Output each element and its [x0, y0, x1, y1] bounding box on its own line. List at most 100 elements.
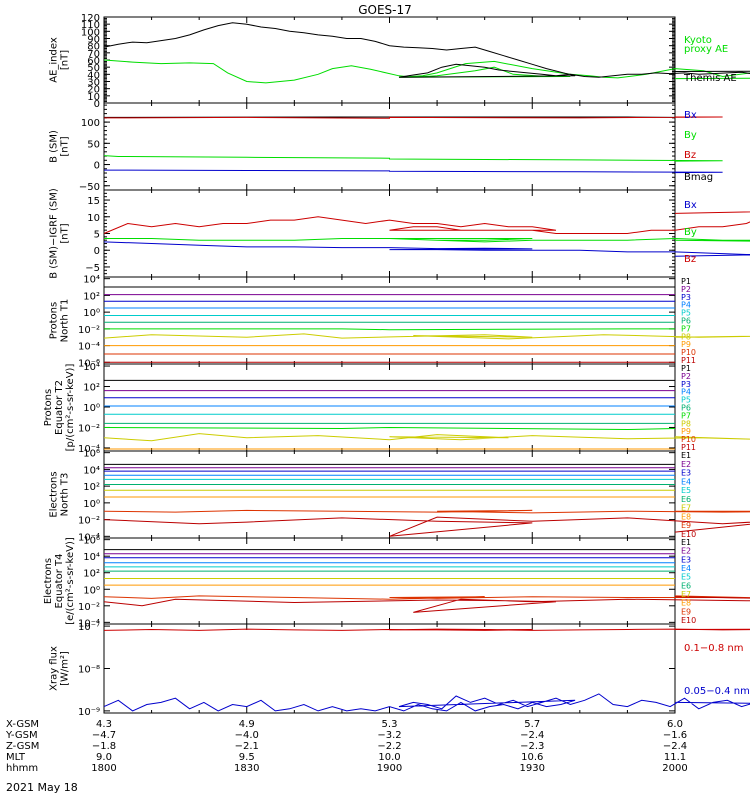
- y-tick-label: 30: [87, 78, 100, 89]
- y-tick-label: 15: [87, 196, 100, 207]
- legend-label: P5: [681, 309, 691, 318]
- x-axis-row-label: MLT: [6, 752, 26, 763]
- y-axis-label: Equator T2: [54, 380, 65, 435]
- x-axis-value: −2.2: [377, 741, 401, 752]
- y-tick-label: 10²: [83, 383, 100, 394]
- y-axis-label: Protons: [49, 302, 60, 339]
- y-tick-label: 10⁶: [83, 449, 100, 460]
- panel-frame: [103, 16, 676, 104]
- y-axis-label: [e/(cm²-s-sr-keV)]: [65, 537, 76, 625]
- legend-label: E2: [681, 460, 691, 469]
- date-label: 2021 May 18: [6, 781, 78, 794]
- legend-label: E8: [681, 512, 691, 521]
- y-axis-label: [p/(cm²-s-sr-keV)]: [65, 364, 76, 452]
- panel-b_sm: −50 0 50 100 B (SM) [nT] Bx By Bz Bmag: [49, 102, 723, 193]
- y-tick-label: 10⁴: [83, 552, 100, 563]
- x-axis-row-label: hhmm: [6, 763, 38, 774]
- series-bz: [103, 211, 750, 234]
- legend-label: Bz: [684, 150, 696, 161]
- y-tick-label: 10: [87, 213, 100, 224]
- y-tick-label: 10⁻⁷: [78, 622, 100, 633]
- x-axis-value: 9.0: [96, 752, 112, 763]
- legend-label: P3: [681, 293, 691, 302]
- legend-label: P2: [681, 285, 691, 294]
- page-title: GOES-17: [358, 3, 412, 17]
- legend-label: P7: [681, 324, 691, 333]
- series-by: [103, 155, 723, 162]
- x-axis-value: 5.3: [382, 719, 398, 730]
- y-tick-label: −50: [79, 182, 100, 193]
- legend-label: E1: [681, 451, 691, 460]
- x-axis-value: 4.9: [239, 719, 255, 730]
- series-e9: [103, 595, 750, 600]
- legend-label: P8: [681, 332, 691, 341]
- legend-label: E5: [681, 486, 691, 495]
- x-axis-value: 5.7: [524, 719, 540, 730]
- legend-label: P6: [681, 404, 691, 413]
- panel-protons_t2: 10⁻⁴ 10⁻² 10⁰ 10² 10⁴ Protons Equator T2 [p/(cm…: [43, 362, 750, 455]
- y-axis-label: Electrons: [43, 558, 54, 604]
- legend-label: P5: [681, 396, 691, 405]
- x-axis-table: X-GSM 4.3 4.9 5.3 5.7 6.0Y-GSM −4.7 −4.0 −3.2 −2.…: [5, 719, 688, 774]
- series-bx: [103, 241, 750, 257]
- x-axis-value: 4.3: [96, 719, 112, 730]
- legend-label: E7: [681, 504, 691, 513]
- legend-label: E5: [681, 573, 691, 582]
- series-0-1-0-8-nm: [103, 628, 750, 631]
- y-tick-label: 10⁴: [83, 465, 100, 476]
- legend-label: E10: [681, 530, 696, 539]
- y-tick-label: 10⁻⁴: [78, 532, 100, 543]
- y-tick-label: 60: [87, 56, 100, 67]
- y-tick-label: −5: [85, 263, 100, 274]
- legend-label: P9: [681, 427, 691, 436]
- y-axis-label: North T3: [60, 473, 71, 517]
- y-tick-label: 10²: [83, 569, 100, 580]
- legend-label: Bx: [684, 200, 697, 211]
- legend-label: Bz: [684, 254, 696, 265]
- y-tick-label: 0: [94, 246, 100, 257]
- series-themis-ae: [103, 22, 750, 78]
- legend-label: E9: [681, 521, 691, 530]
- series-bz: [103, 116, 723, 119]
- y-tick-label: 10⁰: [83, 499, 100, 510]
- legend-label: P8: [681, 419, 691, 428]
- legend-label: E7: [681, 590, 691, 599]
- y-tick-label: 10⁰: [83, 308, 100, 319]
- x-axis-value: 11.1: [664, 752, 686, 763]
- legend-label: E3: [681, 555, 691, 564]
- x-axis-value: 2000: [662, 763, 687, 774]
- y-axis-label: [nT]: [60, 136, 71, 156]
- y-axis-label: B (SM)−IGRF (SM): [49, 188, 60, 279]
- y-tick-label: 80: [87, 42, 100, 53]
- y-tick-label: 10²: [83, 291, 100, 302]
- y-axis-label: Protons: [43, 389, 54, 426]
- y-tick-label: 10⁻²: [78, 423, 100, 434]
- x-axis-value: 10.6: [521, 752, 543, 763]
- y-tick-label: 10: [87, 92, 100, 103]
- series-e10: [103, 516, 750, 537]
- legend-label: P7: [681, 411, 691, 420]
- legend-label: Bx: [684, 110, 697, 121]
- legend-label: 0.1−0.8 nm: [684, 643, 743, 654]
- panel-frame: [103, 102, 676, 191]
- y-tick-label: 0: [94, 161, 100, 172]
- x-axis-value: −4.7: [92, 730, 116, 741]
- y-tick-label: 40: [87, 70, 100, 81]
- y-tick-label: 10⁰: [83, 585, 100, 596]
- series-by: [104, 237, 750, 243]
- panel-b_minus_igrf: −5 0 5 10 15 B (SM)−IGRF (SM) [nT] Bx By Bz: [49, 188, 750, 279]
- y-tick-label: 100: [81, 27, 100, 38]
- legend-label: P11: [681, 356, 696, 365]
- legend-label: By: [684, 227, 697, 238]
- y-axis-label: AE_index: [49, 37, 60, 83]
- legend-label: E4: [681, 564, 691, 573]
- y-axis-label: [W/m²]: [60, 651, 71, 686]
- y-tick-label: 10⁻²: [78, 516, 100, 527]
- y-tick-label: 10⁻⁶: [78, 358, 100, 369]
- y-axis-label: Xray flux: [49, 646, 60, 691]
- legend-label: E6: [681, 495, 691, 504]
- y-tick-label: 90: [87, 35, 100, 46]
- x-axis-value: 1930: [520, 763, 545, 774]
- y-tick-label: 10²: [83, 482, 100, 493]
